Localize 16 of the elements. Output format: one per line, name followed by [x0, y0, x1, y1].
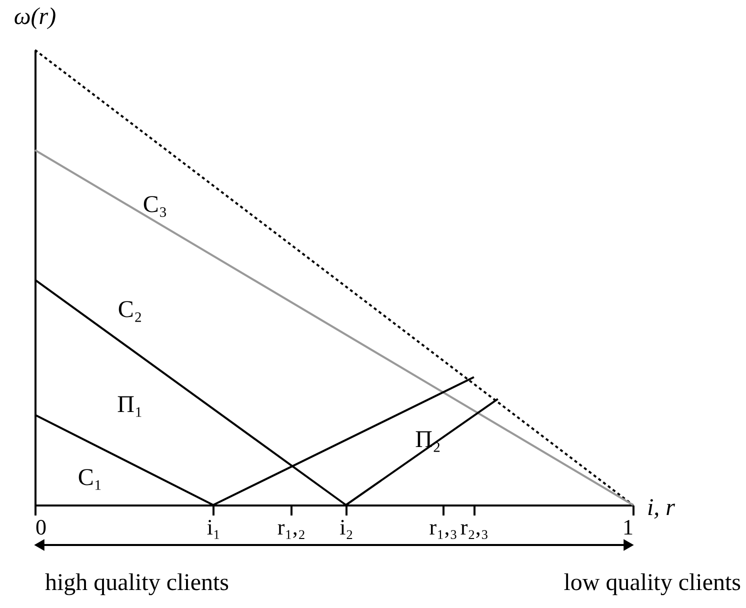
x-tick-label: r₁,₃ — [429, 514, 458, 540]
text: high quality clients — [45, 570, 229, 596]
annotation: C₁ — [78, 465, 102, 491]
x-tick-label: i₁ — [206, 514, 221, 540]
annotation: Π₂ — [415, 427, 441, 453]
x-tick-label: i₂ — [340, 514, 354, 540]
x-axis-title: i, r — [647, 495, 676, 521]
x-tick-label: r₂,₃ — [460, 514, 489, 540]
x-tick-label: r₁,₂ — [277, 514, 306, 540]
text: low quality clients — [564, 570, 741, 596]
y-axis-title: ω(r) — [14, 4, 56, 30]
x-tick-label: 0 — [36, 514, 46, 540]
annotation: C₂ — [118, 297, 142, 323]
annotation: Π₁ — [117, 392, 143, 418]
annotation: C₃ — [142, 192, 168, 218]
x-tick-label: 1 — [622, 514, 634, 540]
